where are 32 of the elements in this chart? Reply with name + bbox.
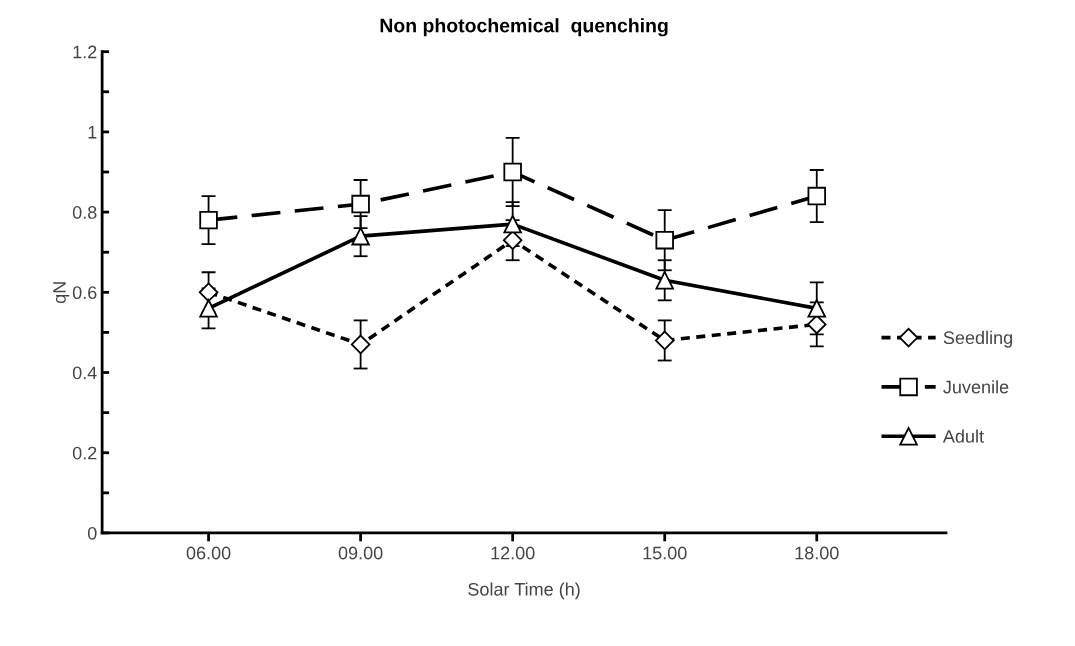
chart-title: Non photochemical quenching [380,18,668,37]
point [351,226,370,246]
legend-label: Seedling [943,330,1012,348]
y-tick-label: 1 [88,126,97,139]
legend-label: Adult [942,429,984,443]
point [654,330,675,351]
y-axis-title: qN [53,282,70,304]
point [807,186,826,206]
x-axis-title: Solar Time (h) [468,582,580,600]
point [655,230,674,250]
point [503,214,522,234]
y-tick-label: 0.2 [72,446,97,460]
legend-label: Juvenile [943,380,1009,394]
point [199,299,218,318]
y-tick-label: 0 [87,526,97,540]
x-tick-label: 18.00 [795,546,839,560]
point [503,162,522,182]
point [655,271,674,290]
point [502,230,523,250]
point [807,299,826,318]
x-tick-label: 12.00 [491,546,535,560]
y-tick-label: 0.4 [72,366,97,380]
point [351,194,370,214]
point [350,334,371,355]
x-tick-label: 15.00 [643,546,687,560]
y-tick-label: 1.2 [73,45,97,59]
y-tick-label: 0.6 [72,286,97,300]
point [198,282,219,303]
x-tick-label: 09.00 [338,546,383,560]
point [199,210,218,230]
y-tick-label: 0.8 [72,206,97,219]
x-tick-label: 06.00 [186,546,231,560]
